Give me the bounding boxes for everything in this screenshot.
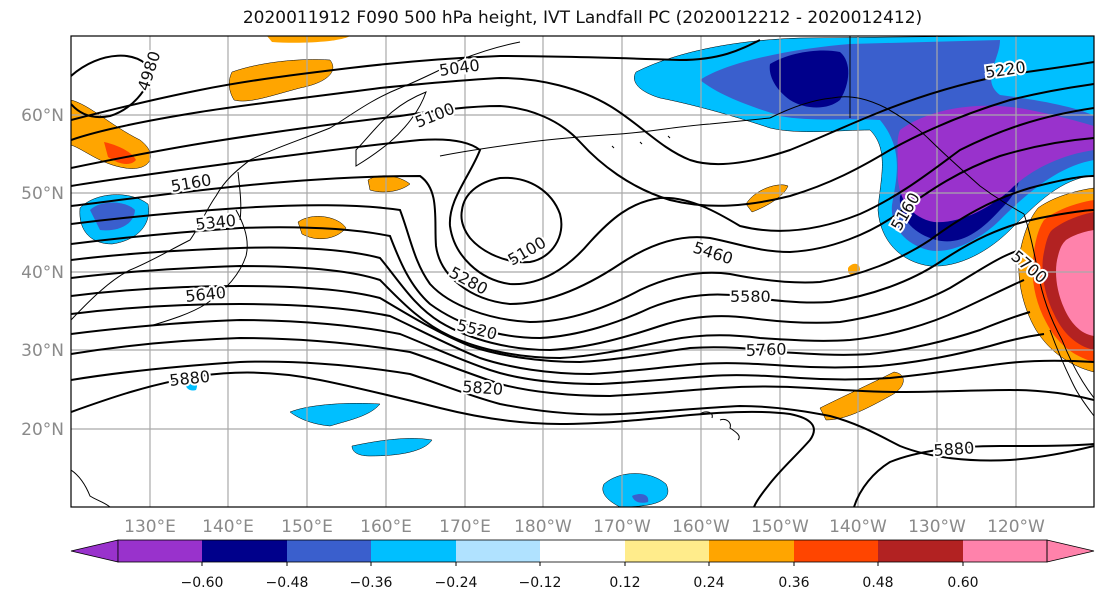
colorbar-tick-label: −0.48: [266, 575, 309, 591]
contour-5100-closed: [460, 176, 563, 264]
contour-label: 5760: [745, 340, 786, 360]
colorbar-cell: [540, 540, 625, 562]
philippines-coast: [71, 469, 111, 507]
baja-coast: [1049, 329, 1094, 417]
colorbar-ticks: −0.60 −0.48 −0.36 −0.24 −0.12 0.12 0.24 …: [181, 575, 979, 591]
map-title: 2020011912 F090 500 hPa height, IVT Land…: [242, 8, 923, 28]
colorbar-cell: [794, 540, 878, 562]
contour-5880-east: [853, 443, 1094, 507]
lon-label: 140°E: [202, 517, 254, 537]
ivt-negative-patch: [90, 202, 135, 231]
colorbar-tick-label: 0.12: [609, 575, 640, 591]
contour-5700: [71, 318, 1094, 386]
colorbar-tick-label: 0.24: [693, 575, 724, 591]
contour-5340: [71, 175, 1094, 324]
lat-label: 50°N: [21, 184, 64, 204]
contour-5520: [71, 264, 1025, 360]
map-frame: [70, 35, 1095, 508]
lon-label: 170°W: [593, 517, 651, 537]
lon-label: 170°E: [439, 517, 491, 537]
contour-label: 5820: [462, 377, 504, 399]
colorbar-cell: [625, 540, 709, 562]
ivt-positive-patch: [745, 184, 789, 213]
ivt-negative-patch: [351, 438, 433, 457]
contour-5040: [71, 39, 761, 121]
lon-label: 130°W: [908, 517, 966, 537]
ivt-negative-patch: [602, 473, 669, 507]
ivt-negative-patch: [632, 494, 649, 503]
colorbar-cell: [118, 540, 202, 562]
contour-5280: [71, 137, 1094, 306]
asia-coast: [71, 41, 521, 321]
contour-5400: [71, 209, 1094, 340]
lon-label: 150°W: [751, 517, 809, 537]
colorbar-tick-label: −0.12: [519, 575, 562, 591]
japan-coast: [149, 209, 248, 327]
colorbar-tick-label: −0.60: [181, 575, 224, 591]
contour-label: 5040: [438, 55, 481, 79]
na-west-coast: [1023, 213, 1094, 399]
colorbar: −0.60 −0.48 −0.36 −0.24 −0.12 0.12 0.24 …: [70, 539, 1095, 591]
colorbar-cell: [287, 540, 371, 562]
colorbar-cell: [202, 540, 287, 562]
contour-5760: [71, 336, 1094, 401]
colorbar-tick-label: −0.36: [350, 575, 393, 591]
colorbar-tick-label: −0.24: [435, 575, 478, 591]
ivt-positive-patch: [819, 371, 904, 421]
colorbar-frame: [117, 539, 1048, 563]
lon-label: 130°E: [124, 517, 176, 537]
ivt-positive-patch: [267, 36, 350, 43]
lon-label: 150°E: [281, 517, 333, 537]
height-contours: [71, 39, 1094, 507]
contour-5100: [71, 61, 1094, 166]
contour-label: 5880: [933, 438, 975, 460]
latitude-labels: 60°N 50°N 40°N 30°N 20°N: [21, 106, 64, 440]
ivt-peak-positive-region: [1056, 230, 1094, 336]
colorbar-tick-label: 0.48: [862, 575, 893, 591]
colorbar-tick-label: 0.36: [778, 575, 809, 591]
contour-5220: [71, 107, 1094, 286]
colorbar-cells: [70, 539, 1095, 566]
contour-5580: [71, 284, 1031, 364]
aleutians: [439, 117, 771, 157]
longitude-labels: 130°E 140°E 150°E 160°E 170°E 180°W 170°…: [124, 517, 1045, 537]
ivt-strong-negative-region: [769, 50, 849, 108]
contour-label: 5580: [730, 287, 771, 306]
colorbar-extend-high: [1046, 539, 1095, 563]
contour-5880: [71, 371, 815, 507]
contour-5160: [71, 83, 1094, 207]
alaska-coast: [769, 96, 1025, 215]
lon-label: 180°W: [514, 517, 572, 537]
lat-label: 30°N: [21, 341, 64, 361]
contour-5640: [71, 302, 1045, 376]
colorbar-cell: [371, 540, 456, 562]
lon-label: 140°W: [829, 517, 887, 537]
ivt-negative-patch: [184, 378, 198, 391]
colorbar-tick-label: 0.60: [947, 575, 978, 591]
colorbar-cell: [878, 540, 963, 562]
lon-label: 120°W: [987, 517, 1045, 537]
lat-label: 40°N: [21, 263, 64, 283]
graticule: [71, 36, 1094, 507]
aleutian-islands-dots: [611, 135, 671, 149]
lon-label: 160°E: [360, 517, 412, 537]
colorbar-cell: [709, 540, 794, 562]
lon-label: 160°W: [672, 517, 730, 537]
lat-label: 20°N: [21, 420, 64, 440]
colorbar-cell: [963, 540, 1047, 562]
colorbar-extend-low: [70, 539, 119, 563]
ivt-strong-positive-patch: [104, 142, 136, 164]
contour-5820: [71, 360, 1094, 462]
kamchatka-coast: [355, 91, 427, 167]
coastlines: [71, 36, 1094, 507]
contour-5460: [71, 246, 1021, 352]
lat-label: 60°N: [21, 106, 64, 126]
colorbar-cell: [456, 540, 540, 562]
sakhalin-coast: [237, 171, 242, 221]
